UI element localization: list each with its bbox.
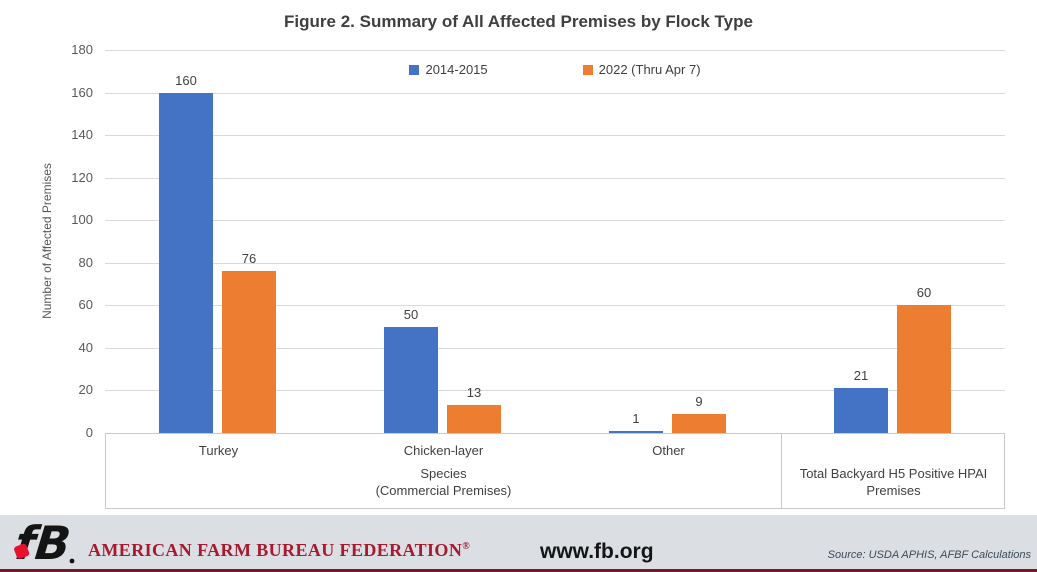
y-tick-label: 160	[71, 84, 93, 100]
bar-s0-c1	[384, 326, 438, 433]
y-tick-label: 0	[85, 425, 93, 440]
y-tick-label: 120	[71, 169, 93, 185]
axis-group-divider	[781, 434, 782, 508]
gridline	[105, 220, 1005, 222]
bar-value-label: 9	[695, 393, 703, 409]
y-axis-title: Number of Affected Premises	[40, 163, 54, 319]
chart-title: Figure 2. Summary of All Affected Premis…	[284, 12, 753, 31]
y-tick-label: 40	[78, 339, 93, 355]
y-tick-label: 60	[78, 297, 93, 313]
bar-s1-c3	[897, 305, 951, 433]
bar-value-label: 76	[241, 251, 257, 267]
afbf-fb-logo: fB	[13, 519, 75, 565]
axis-category-label: Other	[652, 443, 685, 458]
axis-category-label: Turkey	[198, 443, 239, 458]
bar-value-label: 1	[632, 410, 640, 426]
legend-label: 2022 (Thru Apr 7)	[598, 62, 701, 77]
registered-mark: ®	[462, 541, 471, 552]
bar-s1-c0	[222, 271, 276, 433]
gridline	[105, 135, 1005, 137]
gridline	[105, 347, 1005, 349]
legend-label: 2014-2015	[425, 62, 488, 77]
bar-s1-c1	[447, 405, 501, 433]
gridline	[105, 92, 1005, 94]
gridline	[105, 177, 1005, 179]
axis-category-label: Chicken-layer	[403, 443, 484, 458]
bar-value-label: 13	[466, 385, 482, 401]
plot-area: 2014-2015 2022 (Thru Apr 7) 0 20 40 60 80 100 1…	[71, 42, 1005, 440]
bar-value-label: 50	[403, 306, 419, 322]
axis-group-label-species: Species (Commercial Premises)	[375, 466, 512, 498]
bar-s0-c3	[834, 388, 888, 433]
bar-value-label: 21	[853, 368, 869, 384]
category-axis: Species (Commercial Premises) Total Back…	[105, 433, 1005, 509]
y-tick-label: 20	[78, 382, 93, 398]
legend-item: 2022 (Thru Apr 7)	[582, 62, 701, 77]
bar-s1-c2	[672, 413, 726, 433]
legend-swatch-icon	[582, 64, 593, 75]
gridline	[105, 305, 1005, 307]
website-url: www.fb.org	[540, 540, 654, 563]
legend-item: 2014-2015	[409, 62, 488, 77]
gridline	[105, 50, 1005, 51]
bar-s0-c0	[159, 92, 213, 433]
y-tick-label: 140	[71, 127, 93, 143]
source-note: Source: USDA APHIS, AFBF Calculations	[827, 549, 1031, 561]
footer-accent-line	[0, 569, 1037, 572]
brand-text: AMERICAN FARM BUREAU FEDERATION	[88, 540, 463, 560]
y-tick-label: 80	[78, 254, 93, 270]
bar-s0-c2	[609, 430, 663, 433]
gridline	[105, 262, 1005, 264]
legend-swatch-icon	[409, 64, 420, 75]
y-tick-label: 100	[71, 212, 93, 228]
y-tick-label: 180	[71, 42, 93, 57]
brand-title: AMERICAN FARM BUREAU FEDERATION®	[88, 540, 470, 561]
bar-value-label: 160	[175, 72, 197, 88]
bar-value-label: 60	[916, 285, 932, 301]
footer-bar: fB AMERICAN FARM BUREAU FEDERATION® www.…	[0, 515, 1037, 572]
legend: 2014-2015 2022 (Thru Apr 7)	[105, 62, 1005, 77]
axis-category-backyard: Total Backyard H5 Positive HPAI Premises	[799, 466, 988, 498]
gridline	[105, 390, 1005, 392]
